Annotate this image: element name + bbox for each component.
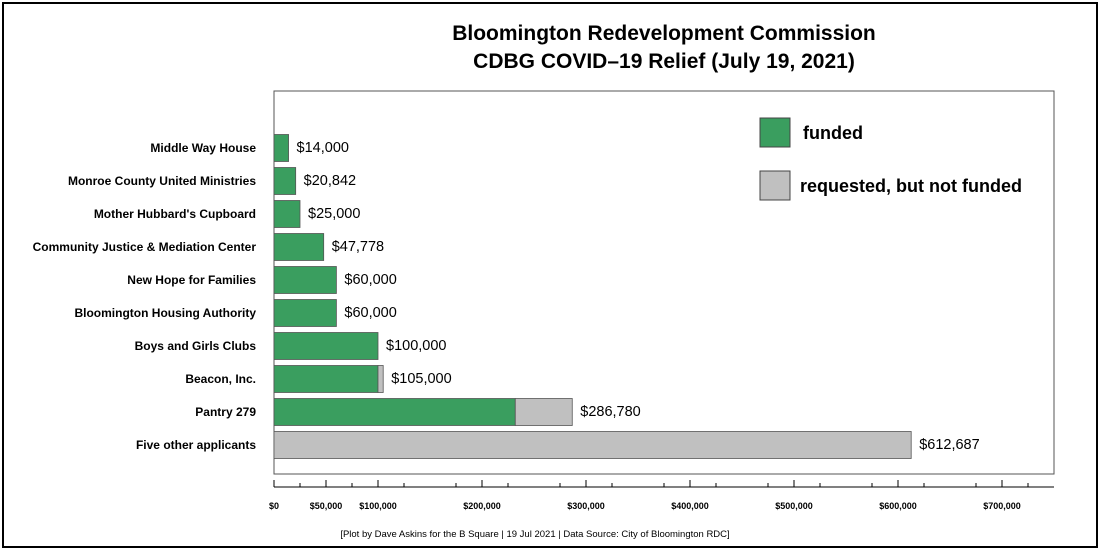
- x-tick-label: $600,000: [879, 501, 917, 511]
- legend-swatch-not-funded: [759, 170, 791, 201]
- value-labels-group: $14,000 $20,842 $25,000 $47,778 $60,000 $60,0…: [297, 140, 980, 453]
- bar-funded: [273, 134, 289, 162]
- x-tick-label: $0: [269, 501, 279, 511]
- category-label: Beacon, Inc.: [185, 372, 256, 386]
- bar-funded: [273, 233, 325, 261]
- bars-group: [273, 134, 912, 459]
- category-label: New Hope for Families: [127, 273, 256, 287]
- bar-funded: [273, 167, 297, 195]
- category-label: Mother Hubbard's Cupboard: [94, 207, 256, 221]
- category-label: Pantry 279: [195, 405, 256, 419]
- bar-funded: [273, 200, 301, 228]
- value-label: $286,780: [580, 404, 640, 420]
- value-label: $100,000: [386, 338, 446, 354]
- bar-not-funded: [514, 398, 573, 426]
- x-tick-label: $700,000: [983, 501, 1021, 511]
- bar-funded: [273, 398, 516, 426]
- value-label: $612,687: [919, 437, 979, 453]
- category-label: Boys and Girls Clubs: [135, 339, 257, 353]
- value-label: $60,000: [344, 272, 396, 288]
- value-label: $25,000: [308, 206, 360, 222]
- bar-not-funded: [377, 365, 384, 393]
- source-caption: [Plot by Dave Askins for the B Square | …: [340, 529, 729, 540]
- bar-funded: [273, 299, 337, 327]
- category-label: Monroe County United Ministries: [68, 174, 256, 188]
- bar-not-funded: [273, 431, 912, 459]
- legend-label-funded: funded: [803, 123, 863, 143]
- bar-funded: [273, 266, 337, 294]
- bar-funded: [273, 365, 379, 393]
- chart-title-line-1: Bloomington Redevelopment Commission: [452, 22, 876, 45]
- category-label: Bloomington Housing Authority: [74, 306, 256, 320]
- x-tick-label: $200,000: [463, 501, 501, 511]
- value-label: $14,000: [297, 140, 349, 156]
- x-axis: $0 $50,000 $100,000 $200,000 $300,000 $400,00…: [269, 480, 1054, 511]
- value-label: $47,778: [332, 239, 384, 255]
- legend: funded requested, but not funded: [759, 117, 1022, 201]
- x-tick-label: $300,000: [567, 501, 605, 511]
- value-label: $20,842: [304, 173, 356, 189]
- category-label: Community Justice & Mediation Center: [33, 240, 257, 254]
- x-tick-label: $400,000: [671, 501, 709, 511]
- category-label: Five other applicants: [136, 438, 256, 452]
- x-tick-label: $50,000: [310, 501, 343, 511]
- value-label: $105,000: [391, 371, 451, 387]
- x-tick-label: $500,000: [775, 501, 813, 511]
- x-tick-label: $100,000: [359, 501, 397, 511]
- chart-title-line-2: CDBG COVID–19 Relief (July 19, 2021): [473, 50, 855, 73]
- category-label: Middle Way House: [150, 141, 256, 155]
- bar-funded: [273, 332, 379, 360]
- legend-label-not-funded: requested, but not funded: [800, 176, 1022, 196]
- legend-swatch-funded: [759, 117, 791, 148]
- value-label: $60,000: [344, 305, 396, 321]
- category-labels-group: Middle Way House Monroe County United Min…: [33, 141, 257, 452]
